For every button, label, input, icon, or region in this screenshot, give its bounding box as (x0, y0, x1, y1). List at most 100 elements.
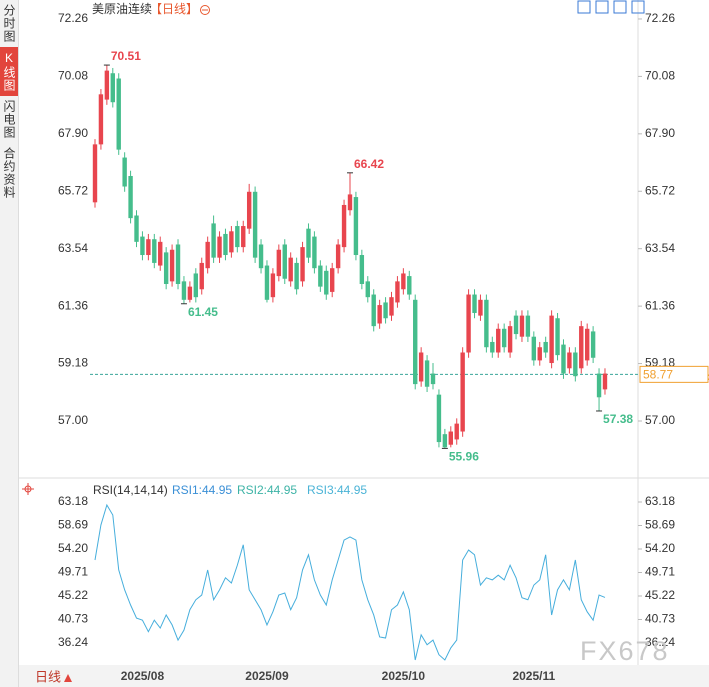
candle-body (513, 315, 519, 335)
y-tick-label: 65.72 (58, 183, 88, 197)
candle-body (531, 336, 537, 361)
candle-body (525, 315, 531, 337)
legend-entry: RSI2:44.95 (237, 483, 297, 497)
candle-body (181, 281, 187, 300)
candle-body (377, 305, 382, 324)
candle-body (389, 297, 394, 316)
y-tick-label: 57.00 (58, 413, 88, 427)
candle-body (306, 228, 311, 258)
candle-body (163, 252, 169, 284)
sidebar: 分时图 K线图 闪电图 合约资料 (0, 0, 19, 687)
y-tick-label: 67.90 (58, 126, 88, 140)
toolbar (577, 0, 645, 14)
y-tick-label: 72.26 (58, 11, 88, 25)
last-price-label: 58.77 (643, 368, 673, 382)
candle-body (187, 286, 193, 300)
candle-body (596, 373, 602, 398)
candle-body (341, 204, 347, 248)
candle-body (347, 194, 353, 211)
y-tick-label: 54.20 (58, 541, 88, 555)
candle-body (288, 257, 293, 282)
candle-body (519, 315, 525, 337)
y-tick-label: 67.90 (645, 126, 675, 140)
sidebar-tab[interactable]: 分时图 (2, 4, 16, 43)
candle-body (246, 191, 252, 229)
candle-body (454, 423, 459, 440)
candle-body (104, 70, 110, 100)
candle-body (146, 239, 151, 256)
candle-body (561, 344, 566, 374)
candle-body (235, 226, 240, 248)
candle-body (92, 144, 98, 203)
candle-body (300, 247, 305, 282)
y-tick-label: 63.18 (58, 494, 88, 508)
tool-button[interactable] (577, 0, 591, 14)
candle-body (359, 255, 365, 284)
candle-body (584, 328, 590, 361)
y-tick-label: 54.20 (645, 541, 675, 555)
candle-body (128, 175, 133, 219)
candle-body (330, 268, 335, 292)
candle-body (229, 231, 234, 253)
candle-body (442, 434, 448, 448)
candle-body (383, 302, 388, 319)
low-label: 61.45 (188, 305, 218, 319)
candle-body (193, 273, 199, 298)
rsi-line (94, 503, 606, 661)
tool-button[interactable] (595, 0, 609, 14)
candle-body (395, 281, 400, 303)
candle-body (543, 341, 548, 353)
y-tick-label: 58.69 (645, 518, 675, 532)
candle-body (484, 299, 489, 348)
sidebar-tab[interactable]: 合约资料 (2, 147, 16, 199)
candle-body (152, 239, 157, 263)
candle-body (294, 262, 299, 290)
candle-body (223, 233, 228, 256)
candle-body (98, 94, 104, 145)
tool-button[interactable] (613, 0, 627, 14)
sidebar-tab[interactable]: K线图 (0, 47, 18, 96)
candle-body (318, 265, 323, 287)
period-button[interactable]: 日线 (35, 669, 61, 684)
candle-body (579, 326, 584, 369)
candle-body (205, 241, 210, 269)
candle-body (241, 226, 246, 248)
candle-body (401, 273, 406, 290)
candle-body (602, 373, 608, 390)
sidebar-tab[interactable]: 闪电图 (2, 100, 16, 139)
candle-body (490, 341, 495, 353)
candle-body (217, 236, 222, 258)
y-tick-label: 65.72 (645, 183, 675, 197)
y-tick-label: 36.24 (645, 635, 675, 649)
candle-body (413, 299, 418, 385)
y-tick-label: 45.22 (645, 588, 675, 602)
candle-body (507, 326, 513, 353)
y-tick-label: 70.08 (58, 69, 88, 83)
tool-button[interactable] (631, 0, 645, 14)
candle-body (276, 249, 282, 277)
y-tick-label: 59.18 (58, 356, 88, 370)
low-label: 57.38 (603, 412, 633, 426)
rsi-icon (22, 483, 34, 495)
candle-body (134, 215, 139, 242)
x-tick-label: 2025/11 (512, 669, 555, 683)
candle-body (460, 352, 465, 432)
candle-body (430, 373, 436, 385)
candle-body (537, 347, 542, 361)
y-tick-label: 49.71 (58, 565, 88, 579)
y-tick-label: 63.54 (645, 241, 675, 255)
candle-body (590, 331, 596, 358)
y-tick-label: 45.22 (58, 588, 88, 602)
candle-body (211, 223, 216, 258)
candle-body (122, 157, 127, 187)
candle-body (555, 318, 560, 356)
candle-body (365, 281, 370, 298)
candle-body (324, 270, 329, 295)
y-tick-label: 49.71 (645, 565, 675, 579)
toggle-icon[interactable] (200, 5, 210, 15)
candle-body (312, 236, 317, 269)
candle-body (110, 73, 115, 103)
candle-body (549, 315, 554, 364)
